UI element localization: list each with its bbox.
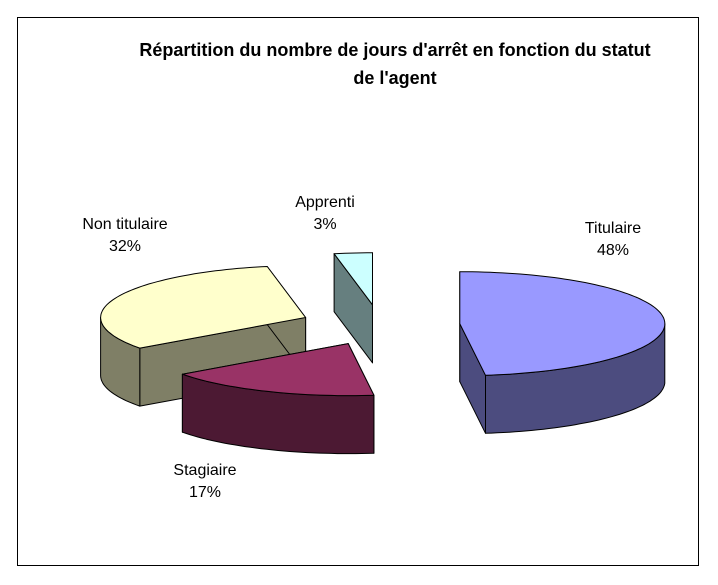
slice-top: [333, 252, 373, 306]
chart-title: Répartition du nombre de jours d'arrêt e…: [139, 40, 651, 88]
slice-value-label: 48%: [597, 242, 629, 259]
slice-value-label: 17%: [189, 484, 221, 501]
chart-frame: [17, 17, 699, 566]
slice-top: [181, 343, 375, 397]
slice-label: Stagiaire: [173, 462, 236, 479]
slice-label: Apprenti: [295, 194, 355, 211]
slice-top: [100, 266, 307, 349]
slice-label: Non titulaire: [82, 216, 167, 233]
slice-top: [459, 271, 666, 376]
slice-value-label: 32%: [109, 238, 141, 255]
slice-label: Titulaire: [585, 220, 641, 237]
slice-value-label: 3%: [313, 216, 336, 233]
